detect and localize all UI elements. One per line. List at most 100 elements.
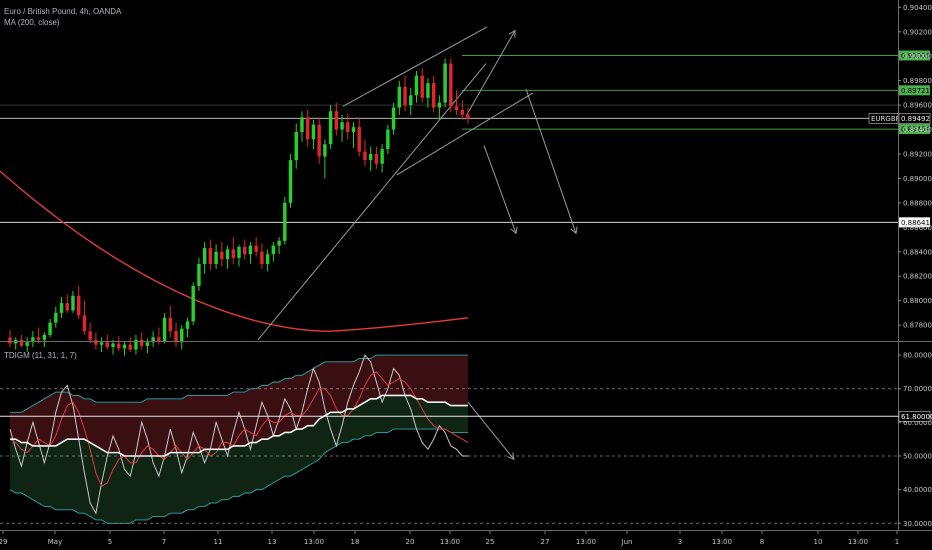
candle-body[interactable] (449, 63, 453, 107)
candle-body[interactable] (191, 286, 195, 322)
candle-body[interactable] (420, 75, 424, 98)
candle-body[interactable] (386, 129, 390, 150)
candle-body[interactable] (317, 124, 321, 157)
candle-body[interactable] (294, 132, 298, 161)
ma-legend: MA (200, close) (4, 18, 60, 27)
candle-body[interactable] (426, 83, 430, 98)
candle-body[interactable] (271, 245, 276, 255)
candle-body[interactable] (151, 337, 155, 343)
candle-body[interactable] (59, 303, 64, 313)
candle-body[interactable] (368, 154, 373, 161)
candle-body[interactable] (54, 312, 58, 323)
candle-body[interactable] (254, 245, 258, 252)
candle-body[interactable] (409, 95, 413, 106)
candle-body[interactable] (36, 337, 41, 340)
candle-body[interactable] (225, 249, 230, 260)
candle-body[interactable] (71, 295, 75, 311)
candle-body[interactable] (414, 75, 419, 96)
candle-body[interactable] (174, 331, 178, 343)
candle-body[interactable] (403, 86, 407, 106)
candle-body[interactable] (94, 339, 98, 345)
candle-body[interactable] (460, 110, 464, 115)
candle-body[interactable] (202, 248, 207, 264)
price-level-value: 0.88641 (901, 219, 930, 227)
candle-body[interactable] (231, 249, 235, 258)
candle-body[interactable] (437, 102, 442, 108)
candle-body[interactable] (248, 245, 253, 255)
candle-body[interactable] (139, 339, 144, 346)
candle-body[interactable] (397, 86, 402, 108)
candle-body[interactable] (214, 251, 218, 264)
candle-body[interactable] (145, 342, 150, 346)
candle-body[interactable] (48, 322, 52, 335)
candle-body[interactable] (363, 151, 367, 161)
candle-body[interactable] (168, 317, 173, 332)
candle-body[interactable] (76, 295, 81, 316)
channel-upper-line[interactable] (342, 26, 488, 107)
time-tick-label: 8 (760, 538, 764, 546)
candle-body[interactable] (380, 149, 384, 164)
candle-body[interactable] (105, 342, 110, 348)
candle-body[interactable] (185, 321, 190, 329)
down-arrow-long[interactable] (525, 89, 577, 234)
candle-body[interactable] (82, 315, 87, 332)
up-arrow-head (508, 29, 516, 38)
candle-body[interactable] (265, 254, 270, 264)
candle-body[interactable] (311, 124, 316, 140)
candle-body[interactable] (374, 154, 379, 164)
candle-body[interactable] (25, 342, 29, 346)
indicator-down-arrow-head (507, 452, 515, 461)
candle-body[interactable] (88, 331, 92, 340)
candle-body[interactable] (111, 343, 115, 348)
candle-body[interactable] (340, 122, 344, 130)
time-tick-label: 13:00 (848, 538, 868, 546)
candle-body[interactable] (260, 251, 264, 264)
candle-body[interactable] (431, 83, 436, 108)
candle-body[interactable] (243, 246, 247, 255)
candle-body[interactable] (328, 111, 333, 145)
price-tick-label: 0.88000 (903, 297, 932, 305)
candle-body[interactable] (305, 117, 310, 140)
candle-body[interactable] (391, 107, 396, 130)
candle-body[interactable] (334, 111, 339, 130)
up-arrow[interactable] (465, 30, 516, 117)
candle-body[interactable] (162, 317, 167, 341)
candle-body[interactable] (19, 339, 24, 346)
candle-body[interactable] (65, 303, 69, 311)
candle-body[interactable] (346, 122, 350, 132)
time-tick-label: 13 (268, 538, 277, 546)
price-tick-label: 0.88200 (903, 273, 932, 281)
candle-body[interactable] (220, 251, 224, 260)
tdi-rsi-line (9, 354, 468, 515)
candle-body[interactable] (288, 160, 293, 203)
candle-body[interactable] (466, 114, 470, 119)
candle-body[interactable] (117, 343, 121, 349)
candle-body[interactable] (237, 246, 241, 258)
candle-body[interactable] (351, 127, 356, 132)
indicator-down-arrow[interactable] (467, 401, 515, 460)
candle-body[interactable] (208, 248, 213, 264)
candle-body[interactable] (157, 337, 161, 341)
candle-body[interactable] (134, 339, 138, 350)
channel-lower-line[interactable] (396, 92, 534, 176)
candle-body[interactable] (197, 264, 201, 286)
candle-body[interactable] (128, 344, 132, 350)
rising-trendline[interactable] (257, 63, 487, 341)
candle-body[interactable] (300, 117, 304, 132)
candle-body[interactable] (443, 63, 447, 103)
candle-body[interactable] (323, 144, 327, 157)
candle-body[interactable] (122, 344, 127, 349)
price-tick-label: 0.89400 (903, 126, 932, 134)
candle-body[interactable] (283, 202, 287, 241)
candle-body[interactable] (31, 337, 35, 343)
candle-body[interactable] (8, 337, 12, 344)
candle-body[interactable] (277, 240, 281, 246)
candle-body[interactable] (99, 342, 104, 345)
down-arrow-short[interactable] (483, 145, 517, 234)
candle-body[interactable] (357, 127, 361, 152)
candle-body[interactable] (180, 328, 184, 343)
candle-body[interactable] (454, 106, 459, 110)
candle-body[interactable] (42, 334, 47, 340)
